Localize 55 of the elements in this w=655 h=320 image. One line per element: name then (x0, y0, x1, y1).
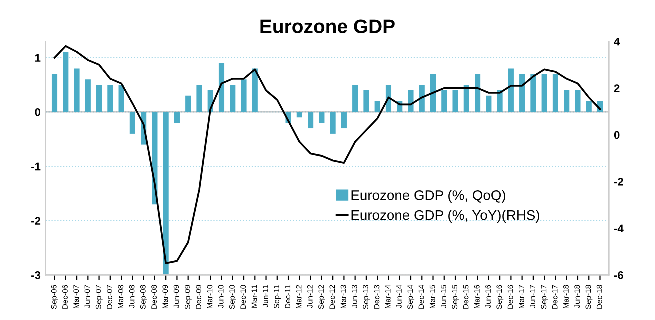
y2-tick-label: 4 (614, 38, 620, 46)
bar (364, 90, 370, 112)
bar (296, 112, 302, 118)
chart-title: Eurozone GDP (260, 20, 395, 34)
bar (442, 90, 448, 112)
bar (508, 68, 514, 112)
bar (96, 85, 102, 112)
bar (196, 85, 202, 112)
bar (330, 112, 336, 134)
bar (163, 112, 169, 276)
bar (341, 112, 347, 129)
bar (419, 85, 425, 112)
bar (430, 74, 436, 112)
bar (52, 74, 58, 112)
bar (63, 52, 69, 112)
bar (308, 112, 314, 129)
bar (475, 74, 481, 112)
legend-label: Eurozone GDP (%, YoY)(RHS) (352, 210, 540, 223)
bar (241, 80, 247, 112)
bar (530, 74, 536, 112)
y2-tick-label: 2 (614, 84, 620, 92)
bar (118, 85, 124, 112)
bar (552, 74, 558, 112)
y2-tick-label: 0 (614, 131, 620, 140)
bar (464, 85, 470, 112)
bar (218, 63, 225, 112)
bar (374, 101, 380, 112)
bar (130, 112, 136, 134)
y2-tick-label: -6 (614, 271, 624, 280)
bar (230, 85, 236, 112)
bar (108, 85, 114, 112)
y-tick-label: 1 (36, 54, 41, 62)
line-series (54, 45, 602, 264)
bar (452, 90, 458, 112)
bar (74, 68, 80, 112)
bar (586, 101, 592, 112)
bar (575, 90, 581, 112)
bar (352, 85, 358, 112)
y2-tick-label: -4 (614, 224, 624, 233)
y2-tick-label: -2 (614, 178, 624, 186)
y-tick-label: -3 (32, 271, 41, 280)
y-tick-label: -1 (32, 162, 41, 171)
bar (520, 74, 526, 112)
bar (564, 90, 570, 112)
bar (486, 96, 492, 112)
bar (319, 112, 325, 124)
y-tick-label: -2 (32, 217, 41, 225)
bar (174, 112, 180, 124)
y-tick-label: 0 (35, 108, 41, 116)
bar (252, 68, 258, 112)
legend-label: Eurozone GDP (%, QoQ) (352, 190, 506, 204)
bar (542, 74, 548, 112)
bar (85, 80, 91, 112)
bar (186, 96, 192, 112)
bar (408, 90, 414, 112)
